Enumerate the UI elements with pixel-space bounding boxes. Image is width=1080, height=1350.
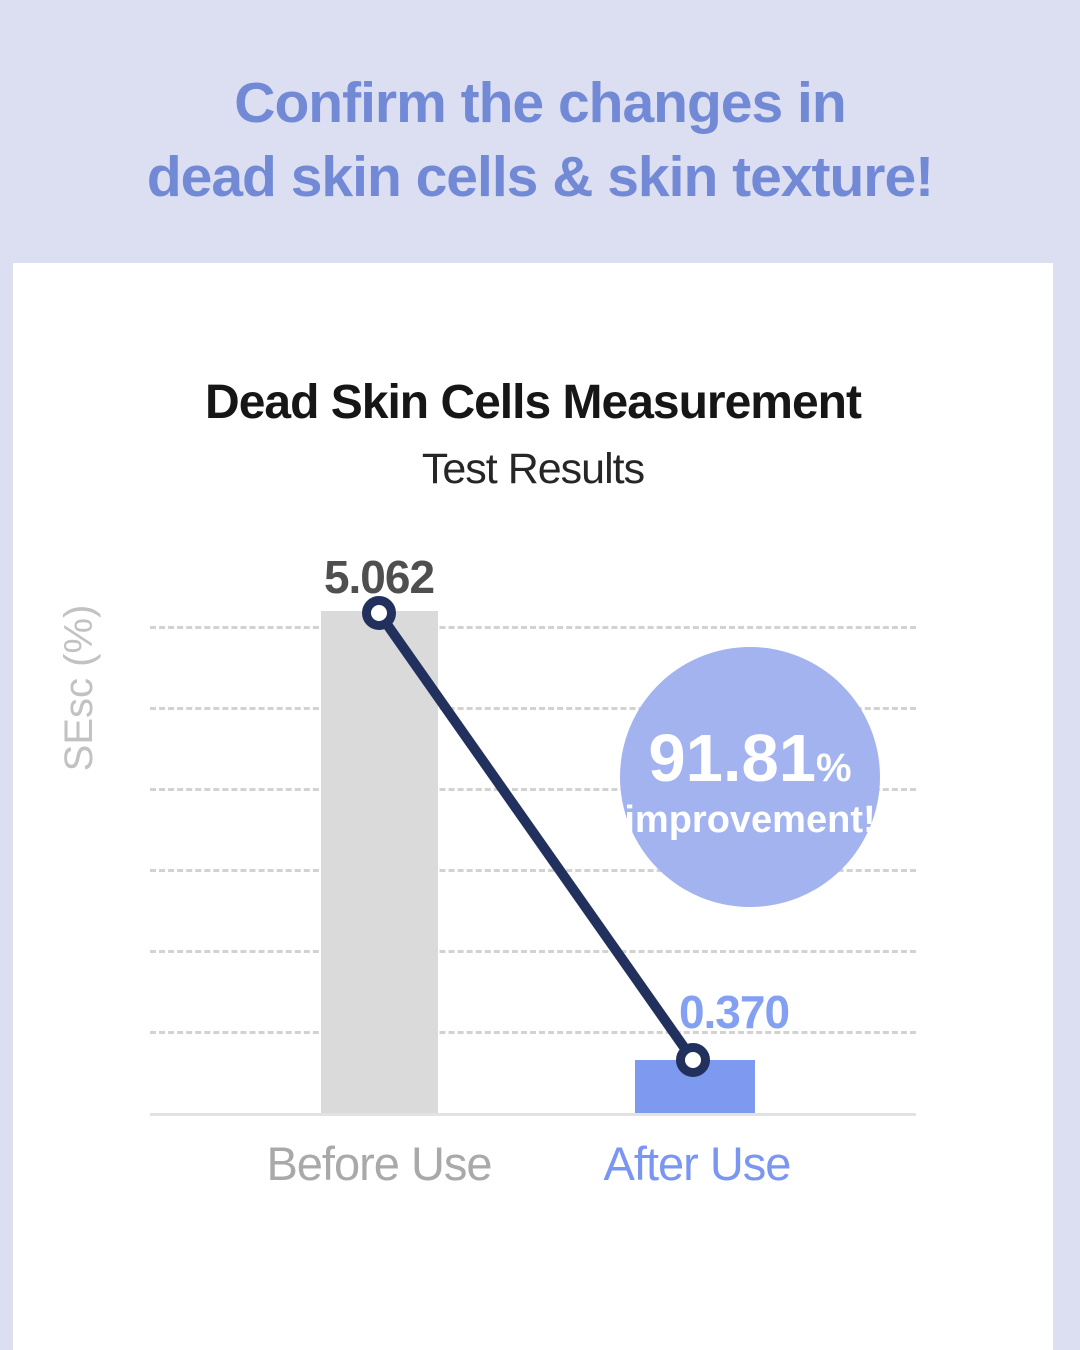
x-axis-label-before: Before Use bbox=[266, 1137, 492, 1190]
results-card: Dead Skin Cells Measurement Test Results… bbox=[13, 263, 1053, 1350]
trend-line bbox=[374, 608, 698, 1065]
badge-caption: improvement! bbox=[624, 798, 876, 841]
gridline bbox=[150, 707, 916, 710]
x-axis-baseline bbox=[150, 1113, 916, 1116]
header-title-line1: Confirm the changes in bbox=[234, 71, 846, 135]
value-label-after: 0.370 bbox=[678, 986, 790, 1038]
header-banner: Confirm the changes in dead skin cells &… bbox=[0, 0, 1080, 263]
bar-before-use bbox=[321, 611, 438, 1113]
data-point-marker-after bbox=[676, 1043, 710, 1077]
badge-value-row: 91.81% bbox=[648, 725, 851, 792]
badge-value: 91.81 bbox=[648, 720, 817, 796]
gridline bbox=[150, 626, 916, 629]
value-label-before: 5.062 bbox=[323, 551, 435, 603]
improvement-badge: 91.81% improvement! bbox=[620, 647, 880, 907]
gridline bbox=[150, 869, 916, 872]
data-point-marker-before bbox=[362, 596, 396, 630]
x-axis-label-after: After Use bbox=[603, 1137, 792, 1190]
header-title-line2: dead skin cells & skin texture! bbox=[146, 145, 934, 210]
gridline bbox=[150, 788, 916, 791]
gridline bbox=[150, 1031, 916, 1034]
badge-percent-sign: % bbox=[816, 745, 852, 790]
chart-subtitle: Test Results bbox=[421, 445, 645, 493]
gridline bbox=[150, 950, 916, 953]
chart-title: Dead Skin Cells Measurement bbox=[205, 376, 862, 429]
trend-line-overlay bbox=[362, 596, 710, 1077]
